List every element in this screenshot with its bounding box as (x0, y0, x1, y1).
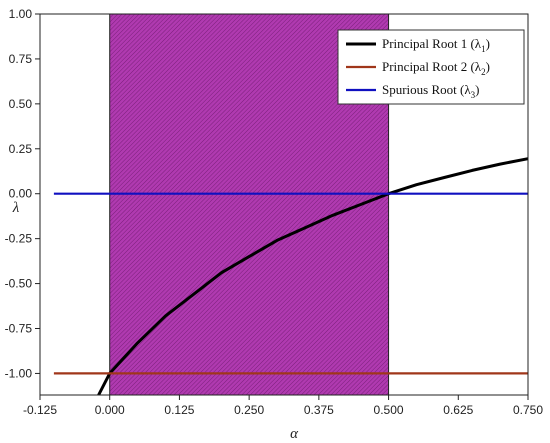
x-tick-label-3: 0.250 (234, 403, 264, 417)
y-tick-label-1: -0.75 (5, 322, 33, 336)
x-tick-label-5: 0.500 (374, 403, 404, 417)
series-line-1 (97, 157, 529, 396)
legend-label-3: Spurious Root (λ3) (382, 82, 480, 100)
x-axis-title: α (290, 426, 299, 442)
x-tick-label-6: 0.625 (443, 403, 473, 417)
y-tick-label-3: -0.25 (5, 232, 33, 246)
y-tick-label-7: 0.75 (9, 52, 33, 66)
x-tick-label-0: -0.125 (23, 403, 57, 417)
legend: Principal Root 1 (λ1) Principal Root 2 (λ… (337, 29, 525, 105)
y-tick-label-5: 0.25 (9, 142, 33, 156)
x-tick-label-1: 0.000 (95, 403, 125, 417)
legend-label-2: Principal Root 2 (λ2) (382, 59, 490, 77)
legend-label-1: Principal Root 1 (λ1) (382, 36, 490, 54)
x-tick-label-7: 0.750 (513, 403, 543, 417)
y-tick-label-2: -0.50 (5, 277, 33, 291)
y-tick-label-4: 0.00 (9, 187, 33, 201)
y-tick-label-0: -1.00 (5, 366, 33, 380)
y-tick-label-6: 0.50 (9, 97, 33, 111)
x-tick-label-4: 0.375 (304, 403, 334, 417)
x-tick-label-2: 0.125 (164, 403, 194, 417)
y-axis-title: λ (12, 200, 20, 216)
plot-frame (39, 13, 529, 396)
y-tick-label-8: 1.00 (9, 7, 33, 21)
